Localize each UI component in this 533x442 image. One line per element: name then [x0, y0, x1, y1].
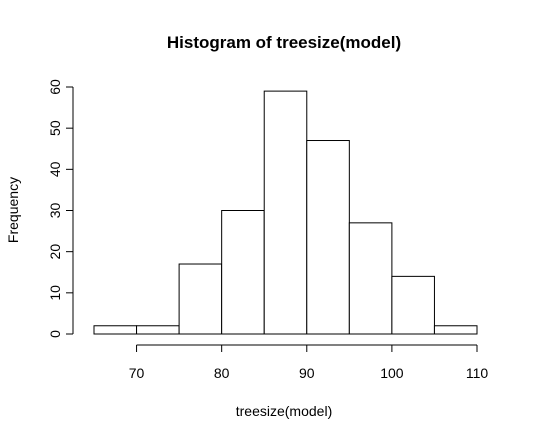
histogram-bar	[137, 326, 180, 334]
y-tick-label: 20	[47, 244, 63, 260]
x-tick-label: 80	[214, 365, 230, 381]
x-tick-label: 90	[299, 365, 315, 381]
y-tick-label: 50	[47, 120, 63, 136]
y-tick-label: 30	[47, 203, 63, 219]
histogram-bar	[264, 91, 307, 334]
x-axis: 70 80 90 100 110	[129, 345, 489, 381]
x-axis-label: treesize(model)	[236, 403, 332, 419]
histogram-bar	[179, 264, 222, 334]
histogram-bar	[392, 276, 435, 334]
y-tick-label: 60	[47, 79, 63, 95]
y-tick-label: 0	[47, 330, 63, 338]
histogram-bar	[307, 141, 350, 334]
y-axis-label: Frequency	[5, 177, 21, 243]
x-tick-label: 110	[466, 365, 489, 381]
y-tick-label: 40	[47, 161, 63, 177]
histogram-bar	[349, 223, 392, 334]
x-tick-label: 100	[380, 365, 404, 381]
histogram-bar	[222, 211, 265, 335]
chart-title: Histogram of treesize(model)	[167, 33, 401, 52]
x-tick-label: 70	[129, 365, 145, 381]
y-tick-label: 10	[47, 285, 63, 301]
histogram-bar	[94, 326, 137, 334]
histogram-bars	[94, 91, 477, 334]
histogram-bar	[434, 326, 477, 334]
y-axis: 0 10 20 30 40 50 60	[47, 79, 73, 338]
